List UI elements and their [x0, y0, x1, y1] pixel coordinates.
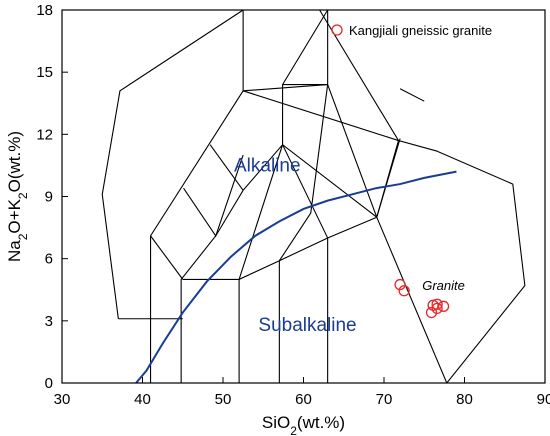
- y-tick-label: 0: [45, 375, 53, 392]
- field-boundary-line: [327, 84, 378, 218]
- field-boundary-line: [399, 88, 425, 102]
- y-tick-label: 9: [45, 189, 53, 206]
- field-label-subalkaline: Subalkaline: [258, 315, 356, 336]
- y-tick-label: 12: [36, 126, 53, 143]
- data-point: [425, 306, 438, 319]
- axis-ticks: 30 40 50 60 70 80 90 0 3 6 9 12 15 18: [36, 2, 550, 408]
- data-point: [437, 300, 450, 312]
- y-tick-label: 15: [36, 64, 53, 81]
- field-boundary-line: [376, 217, 448, 384]
- alkaline-subalkaline-divider: [135, 170, 457, 384]
- data-point: [398, 285, 410, 297]
- x-tick-label: 60: [295, 391, 312, 408]
- legend-marker: [331, 24, 343, 36]
- x-tick-label: 40: [134, 391, 151, 408]
- field-label-alkaline: Alkaline: [234, 156, 301, 177]
- y-tick-label: 18: [36, 2, 53, 19]
- field-boundary-line: [183, 154, 244, 238]
- data-point: [431, 302, 443, 315]
- field-boundary-line: [209, 144, 244, 191]
- data-point: [394, 278, 406, 291]
- data-points: [394, 278, 450, 319]
- y-tick-label: 3: [45, 313, 53, 330]
- y-tick-label: 6: [45, 251, 53, 268]
- classification-field-boundaries: [101, 9, 526, 384]
- field-boundary-line: [150, 235, 184, 280]
- legend-label: Kangjiali gneissic granite: [349, 23, 492, 38]
- data-point: [431, 298, 443, 310]
- field-boundary-line: [243, 84, 328, 92]
- x-tick-label: 30: [54, 391, 71, 408]
- x-tick-label: 50: [215, 391, 232, 408]
- y-axis-label: Na2O+K2O(wt.%): [5, 131, 30, 262]
- field-boundary-line: [101, 9, 244, 319]
- field-boundary-line: [376, 138, 401, 218]
- field-boundary-line: [282, 9, 329, 145]
- x-tick-label: 80: [456, 391, 473, 408]
- field-boundary-line: [319, 9, 526, 384]
- field-labels: Alkaline Subalkaline Granite: [234, 156, 465, 337]
- x-tick-label: 90: [537, 391, 550, 408]
- x-axis-label: SiO2(wt.%): [262, 413, 345, 436]
- field-boundary-line: [278, 84, 329, 262]
- field-boundary-line: [150, 90, 399, 383]
- legend: Kangjiali gneissic granite: [331, 23, 492, 38]
- field-boundary-line: [180, 140, 400, 383]
- field-boundary-line: [282, 144, 329, 239]
- field-boundary-line: [238, 144, 284, 280]
- x-tick-label: 70: [376, 391, 393, 408]
- field-label-granite: Granite: [422, 278, 465, 293]
